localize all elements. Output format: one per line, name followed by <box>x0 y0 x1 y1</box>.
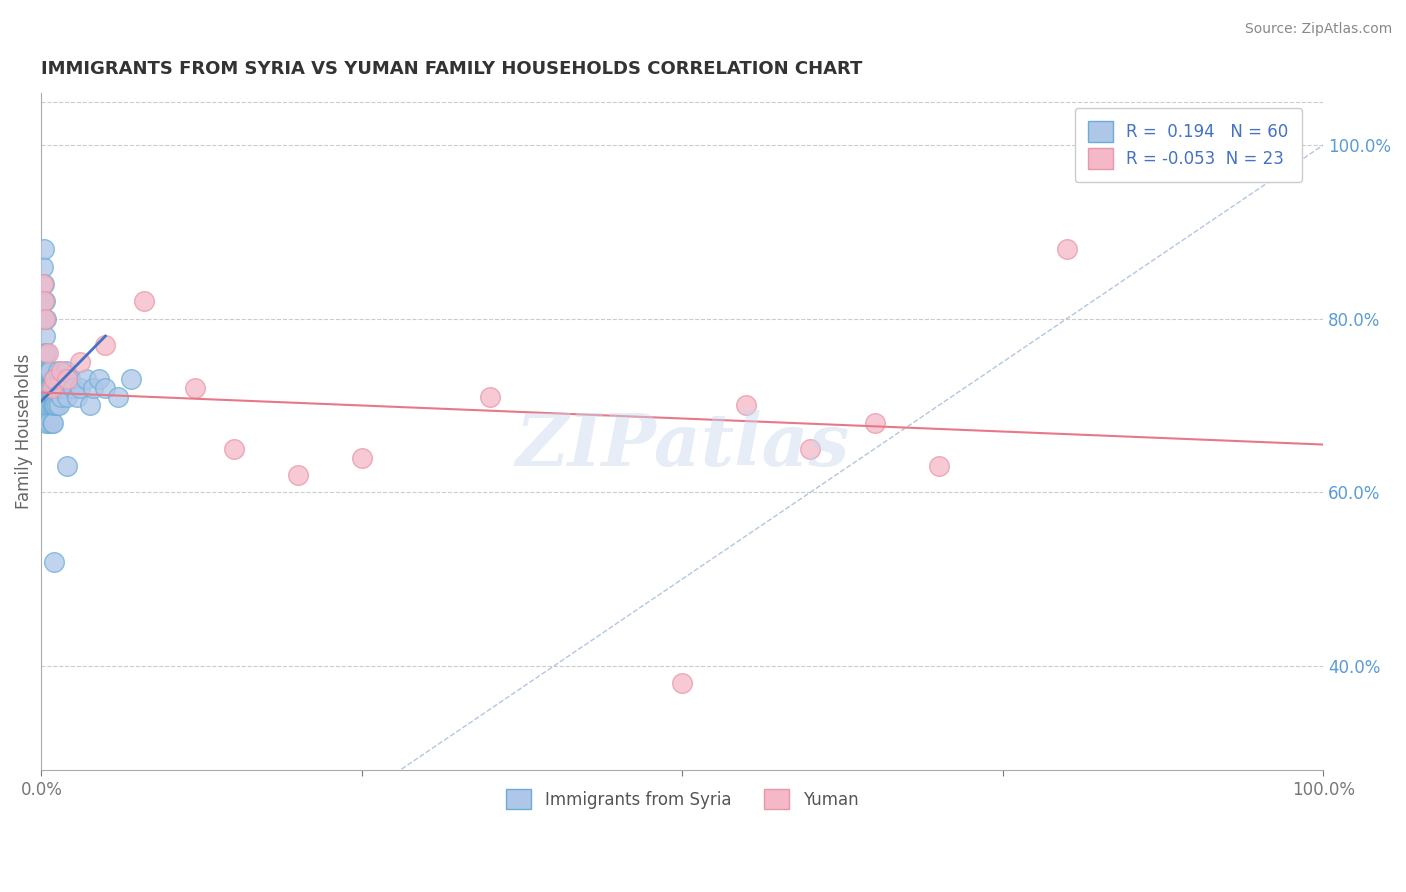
Point <box>46 381 69 395</box>
Point <box>34 399 56 413</box>
Point <box>42 399 65 413</box>
Point <box>38 364 60 378</box>
Point <box>37 364 59 378</box>
Point <box>79 399 101 413</box>
Point <box>75 372 97 386</box>
Y-axis label: Family Households: Family Households <box>15 354 32 509</box>
Point <box>735 399 758 413</box>
Point <box>37 346 59 360</box>
Point <box>44 555 66 569</box>
Point <box>31 294 53 309</box>
Text: IMMIGRANTS FROM SYRIA VS YUMAN FAMILY HOUSEHOLDS CORRELATION CHART: IMMIGRANTS FROM SYRIA VS YUMAN FAMILY HO… <box>41 60 863 78</box>
Point <box>44 381 66 395</box>
Point <box>32 346 55 360</box>
Point <box>41 399 63 413</box>
Point <box>52 372 75 386</box>
Point <box>37 399 59 413</box>
Point <box>58 372 80 386</box>
Point <box>32 277 55 291</box>
Point <box>42 416 65 430</box>
Point <box>863 416 886 430</box>
Point <box>49 390 72 404</box>
Point <box>87 372 110 386</box>
Point <box>56 372 79 386</box>
Point <box>66 390 89 404</box>
Point <box>671 676 693 690</box>
Point <box>48 399 70 413</box>
Point <box>94 381 117 395</box>
Point <box>62 381 84 395</box>
Point <box>799 442 821 456</box>
Point <box>41 381 63 395</box>
Point <box>53 381 76 395</box>
Point <box>31 260 53 274</box>
Point <box>42 381 65 395</box>
Point <box>32 242 55 256</box>
Point <box>32 311 55 326</box>
Point <box>39 381 62 395</box>
Text: ZIPatlas: ZIPatlas <box>515 409 849 481</box>
Point <box>45 399 67 413</box>
Point <box>1184 164 1206 178</box>
Point <box>39 399 62 413</box>
Point <box>39 364 62 378</box>
Point <box>45 381 67 395</box>
Point <box>51 381 73 395</box>
Point <box>928 459 950 474</box>
Point <box>56 459 79 474</box>
Point <box>1056 242 1078 256</box>
Point <box>55 364 77 378</box>
Point <box>49 364 72 378</box>
Point <box>69 355 91 369</box>
Point <box>34 329 56 343</box>
Point <box>44 399 66 413</box>
Point <box>69 381 91 395</box>
Point <box>31 277 53 291</box>
Point <box>32 294 55 309</box>
Point <box>35 416 58 430</box>
Legend: Immigrants from Syria, Yuman: Immigrants from Syria, Yuman <box>494 775 872 822</box>
Point <box>94 337 117 351</box>
Point <box>38 381 60 395</box>
Point <box>37 381 59 395</box>
Point <box>41 381 63 395</box>
Point <box>41 416 63 430</box>
Point <box>35 381 58 395</box>
Point <box>34 381 56 395</box>
Point <box>34 294 56 309</box>
Point <box>120 372 142 386</box>
Point <box>44 372 66 386</box>
Point <box>34 364 56 378</box>
Point <box>350 450 373 465</box>
Text: Source: ZipAtlas.com: Source: ZipAtlas.com <box>1244 22 1392 37</box>
Point <box>34 311 56 326</box>
Point <box>132 294 155 309</box>
Point <box>184 381 207 395</box>
Point <box>46 364 69 378</box>
Point <box>222 442 245 456</box>
Point <box>478 390 501 404</box>
Point <box>107 390 129 404</box>
Point <box>35 311 58 326</box>
Point <box>287 467 309 482</box>
Point <box>82 381 104 395</box>
Point <box>44 399 66 413</box>
Point <box>44 390 66 404</box>
Point <box>35 346 58 360</box>
Point <box>44 372 66 386</box>
Point <box>48 381 70 395</box>
Point <box>56 390 79 404</box>
Point <box>38 416 60 430</box>
